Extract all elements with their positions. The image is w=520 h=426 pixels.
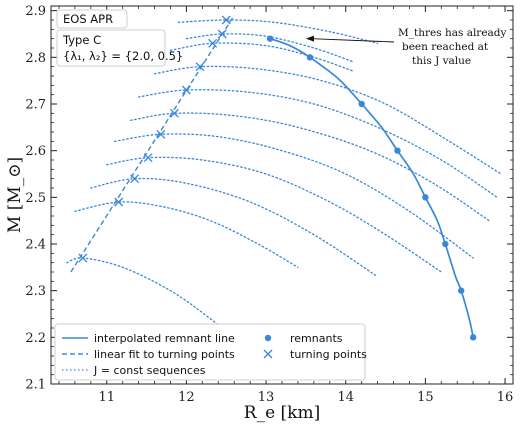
y-tick-labels: 2.1 2.2 2.3 2.4 2.5 2.6 2.7 2.8 2.9 xyxy=(25,4,46,392)
y-tick-label: 2.2 xyxy=(25,331,46,346)
annotation-line-3: this J value xyxy=(412,55,471,67)
j-const-sequence-line xyxy=(90,177,379,278)
legend-entry-remnant-line: interpolated remnant line xyxy=(62,332,235,345)
lambda-label: {λ₁, λ₂} = {2.0, 0.5} xyxy=(63,49,183,63)
legend-label-linear-fit: linear fit to turning points xyxy=(94,348,235,361)
turning-point xyxy=(217,29,227,39)
y-tick-label: 2.9 xyxy=(25,4,46,19)
j-const-sequence-line xyxy=(66,257,251,352)
annotation-line-2: been reached at xyxy=(402,41,489,53)
y-tick-label: 2.6 xyxy=(25,144,46,159)
legend-box xyxy=(54,323,366,381)
j-const-sequence-line xyxy=(185,33,355,63)
legend-entry-turning-points: turning points xyxy=(263,348,367,361)
j-const-sequence-line xyxy=(177,19,379,44)
remnant-point xyxy=(469,334,477,341)
legend-label-j-sequences: J = const sequences xyxy=(93,364,206,377)
x-tick-label: 12 xyxy=(178,390,195,405)
turning-point xyxy=(78,253,88,263)
remnant-markers xyxy=(266,35,477,341)
x-tick-label: 14 xyxy=(337,390,354,405)
plot-area xyxy=(51,6,513,384)
legend-entry-linear-fit: linear fit to turning points xyxy=(62,348,235,361)
remnant-point xyxy=(266,35,274,42)
remnant-curve xyxy=(269,37,475,338)
type-label: Type C xyxy=(62,33,101,47)
y-tick-label: 2.1 xyxy=(25,378,46,393)
remnant-point xyxy=(358,100,365,108)
turning-point xyxy=(130,174,140,184)
annotation-arrowhead xyxy=(305,35,314,42)
threshold-annotation: M_thres has already been reached at this… xyxy=(305,27,507,67)
x-axis-label: R_e [km] xyxy=(244,403,320,423)
turning-point xyxy=(156,129,166,139)
info-box: EOS APR Type C {λ₁, λ₂} = {2.0, 0.5} xyxy=(56,9,183,67)
y-tick-label: 2.5 xyxy=(25,191,46,206)
turning-point xyxy=(114,197,124,207)
remnant-point xyxy=(394,147,401,154)
remnant-point xyxy=(306,54,314,61)
j-const-sequence-line xyxy=(137,89,498,198)
y-axis-label: M [M_⊙] xyxy=(5,157,25,233)
j-const-sequence-line xyxy=(169,42,355,72)
eos-label: EOS APR xyxy=(63,12,113,26)
y-tick-label: 2.7 xyxy=(25,98,46,113)
turning-point xyxy=(195,62,205,72)
x-tick-label: 11 xyxy=(98,390,115,405)
turning-point xyxy=(170,108,179,118)
annotation-arrow xyxy=(311,38,395,43)
legend-entry-j-sequences: J = const sequences xyxy=(62,364,206,377)
x-tick-label: 16 xyxy=(497,390,514,405)
remnant-point xyxy=(458,287,465,294)
legend-entry-remnants: remnants xyxy=(264,332,343,345)
x-tick-label: 15 xyxy=(417,390,434,405)
legend-swatch-dot xyxy=(264,334,272,342)
legend-label-turning-points: turning points xyxy=(290,348,367,361)
turning-point-markers xyxy=(78,15,231,263)
remnant-point xyxy=(442,240,449,248)
legend-label-remnant-line: interpolated remnant line xyxy=(94,332,235,345)
legend-label-remnants: remnants xyxy=(290,332,343,345)
y-tick-label: 2.4 xyxy=(25,238,46,253)
remnant-line xyxy=(269,37,475,338)
x-tick-labels: 11 12 13 14 15 16 xyxy=(98,390,513,405)
remnant-point xyxy=(422,194,429,201)
plot-frame xyxy=(50,5,514,385)
legend: interpolated remnant line linear fit to … xyxy=(54,323,367,381)
turning-point xyxy=(181,85,191,95)
y-tick-label: 2.3 xyxy=(25,284,46,299)
turning-point xyxy=(208,38,218,48)
y-tick-label: 2.8 xyxy=(25,51,46,66)
turning-point xyxy=(221,15,231,25)
annotation-line-1: M_thres has already xyxy=(398,27,507,39)
legend-swatch-x xyxy=(263,349,273,359)
linear-fit-line xyxy=(70,14,235,273)
linear-fit-segment xyxy=(70,14,235,273)
x-tick-label: 13 xyxy=(258,390,275,405)
turning-point xyxy=(143,153,153,163)
